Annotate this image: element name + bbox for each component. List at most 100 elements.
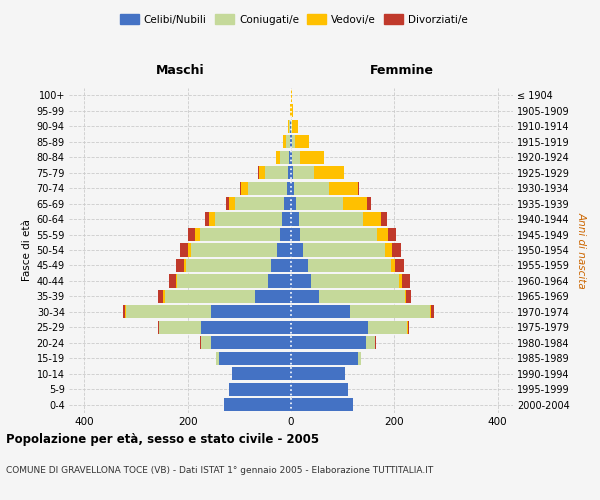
Bar bbox=[158, 290, 163, 303]
Bar bbox=[291, 321, 368, 334]
Bar bbox=[404, 290, 406, 303]
Bar bbox=[343, 197, 367, 210]
Bar bbox=[291, 228, 300, 241]
Bar bbox=[311, 274, 400, 287]
Bar bbox=[388, 228, 397, 241]
Bar bbox=[176, 259, 184, 272]
Bar bbox=[366, 336, 375, 349]
Bar bbox=[290, 135, 291, 148]
Bar bbox=[292, 150, 300, 164]
Bar bbox=[382, 212, 386, 226]
Bar bbox=[188, 228, 196, 241]
Bar bbox=[126, 306, 211, 318]
Bar bbox=[431, 306, 434, 318]
Legend: Celibi/Nubili, Coniugati/e, Vedovi/e, Divorziati/e: Celibi/Nubili, Coniugati/e, Vedovi/e, Di… bbox=[116, 10, 472, 29]
Bar bbox=[200, 228, 280, 241]
Bar bbox=[291, 352, 358, 365]
Bar bbox=[200, 336, 211, 349]
Bar bbox=[292, 135, 295, 148]
Text: COMUNE DI GRAVELLONA TOCE (VB) - Dati ISTAT 1° gennaio 2005 - Elaborazione TUTTI: COMUNE DI GRAVELLONA TOCE (VB) - Dati IS… bbox=[6, 466, 433, 475]
Text: Femmine: Femmine bbox=[370, 64, 434, 76]
Bar bbox=[216, 352, 219, 365]
Bar bbox=[299, 212, 363, 226]
Bar bbox=[196, 228, 200, 241]
Bar bbox=[277, 244, 291, 256]
Bar bbox=[406, 290, 411, 303]
Bar bbox=[241, 182, 248, 194]
Bar bbox=[286, 135, 290, 148]
Bar bbox=[235, 197, 284, 210]
Bar bbox=[291, 104, 293, 118]
Bar bbox=[176, 274, 178, 287]
Bar bbox=[276, 150, 280, 164]
Bar bbox=[300, 150, 323, 164]
Bar bbox=[178, 274, 268, 287]
Bar bbox=[205, 212, 209, 226]
Bar bbox=[350, 306, 430, 318]
Bar bbox=[292, 120, 298, 133]
Bar bbox=[229, 197, 235, 210]
Bar bbox=[282, 212, 291, 226]
Bar bbox=[291, 212, 299, 226]
Bar bbox=[229, 382, 291, 396]
Bar bbox=[289, 166, 291, 179]
Bar bbox=[300, 228, 377, 241]
Bar bbox=[293, 166, 314, 179]
Bar bbox=[232, 367, 291, 380]
Bar bbox=[304, 244, 385, 256]
Bar bbox=[215, 212, 282, 226]
Bar bbox=[289, 150, 291, 164]
Bar bbox=[294, 182, 329, 194]
Bar bbox=[358, 352, 361, 365]
Bar bbox=[180, 244, 188, 256]
Bar bbox=[291, 197, 296, 210]
Bar bbox=[186, 259, 271, 272]
Bar bbox=[391, 259, 395, 272]
Bar bbox=[265, 166, 289, 179]
Bar bbox=[259, 166, 265, 179]
Bar bbox=[163, 290, 164, 303]
Bar bbox=[291, 259, 308, 272]
Bar bbox=[291, 182, 294, 194]
Bar bbox=[363, 212, 382, 226]
Bar bbox=[385, 244, 392, 256]
Bar bbox=[329, 182, 358, 194]
Bar bbox=[430, 306, 431, 318]
Bar bbox=[184, 259, 186, 272]
Bar bbox=[407, 321, 409, 334]
Bar bbox=[209, 212, 215, 226]
Bar bbox=[296, 197, 343, 210]
Bar bbox=[164, 290, 255, 303]
Bar bbox=[367, 197, 371, 210]
Bar bbox=[291, 336, 366, 349]
Bar bbox=[400, 274, 402, 287]
Bar bbox=[240, 182, 241, 194]
Bar bbox=[295, 135, 309, 148]
Y-axis label: Anni di nascita: Anni di nascita bbox=[577, 212, 587, 288]
Bar bbox=[288, 120, 289, 133]
Bar bbox=[291, 150, 292, 164]
Bar bbox=[224, 398, 291, 411]
Bar bbox=[291, 398, 353, 411]
Bar bbox=[358, 182, 359, 194]
Bar bbox=[291, 367, 345, 380]
Bar bbox=[287, 182, 291, 194]
Bar bbox=[280, 228, 291, 241]
Bar bbox=[219, 352, 291, 365]
Bar bbox=[291, 382, 348, 396]
Bar bbox=[291, 274, 311, 287]
Y-axis label: Fasce di età: Fasce di età bbox=[22, 219, 32, 281]
Bar bbox=[319, 290, 404, 303]
Bar bbox=[377, 228, 388, 241]
Bar bbox=[392, 244, 401, 256]
Bar bbox=[289, 120, 290, 133]
Bar bbox=[268, 274, 291, 287]
Bar bbox=[255, 290, 291, 303]
Bar bbox=[291, 290, 319, 303]
Bar bbox=[291, 244, 304, 256]
Bar bbox=[284, 197, 291, 210]
Bar bbox=[291, 306, 350, 318]
Text: Maschi: Maschi bbox=[155, 64, 205, 76]
Bar bbox=[271, 259, 291, 272]
Bar bbox=[291, 120, 292, 133]
